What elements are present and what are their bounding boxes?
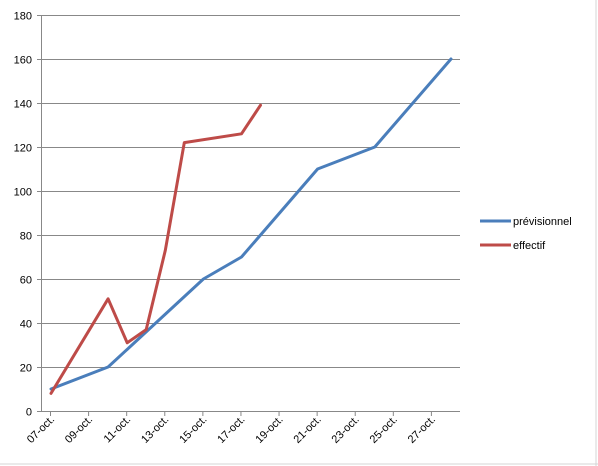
x-tick-label: 21-oct. [291,414,323,446]
legend-label: effectif [513,240,546,252]
y-tick-label: 20 [20,363,32,375]
gridlines [41,15,460,368]
y-tick-label: 160 [14,55,32,67]
series-line-previsionnel [49,57,453,391]
y-tick-label: 120 [14,143,32,155]
x-tick-label: 11-oct. [102,414,134,446]
series-line-effectif [49,103,262,395]
series-lines [49,57,453,395]
legend: prévisionnel effectif [480,216,572,252]
x-tick-label: 19-oct. [253,414,285,446]
x-tick-label: 09-oct. [63,414,95,446]
y-tick-label: 60 [20,275,32,287]
x-tick-label: 27-oct. [406,414,438,446]
legend-label: prévisionnel [513,216,572,228]
x-tick-label: 23-oct. [330,414,362,446]
x-tick-label: 17-oct. [215,414,247,446]
y-tick-label: 40 [20,319,32,331]
x-tick-label: 13-oct. [139,414,171,446]
x-tick-label: 25-oct. [368,414,400,446]
y-tick-label: 140 [14,99,32,111]
y-tick-label: 80 [20,231,32,243]
y-tick-label: 100 [14,187,32,199]
y-tick-label: 0 [26,407,32,419]
x-tick-label: 15-oct. [177,414,209,446]
y-tick-label: 180 [14,11,32,23]
